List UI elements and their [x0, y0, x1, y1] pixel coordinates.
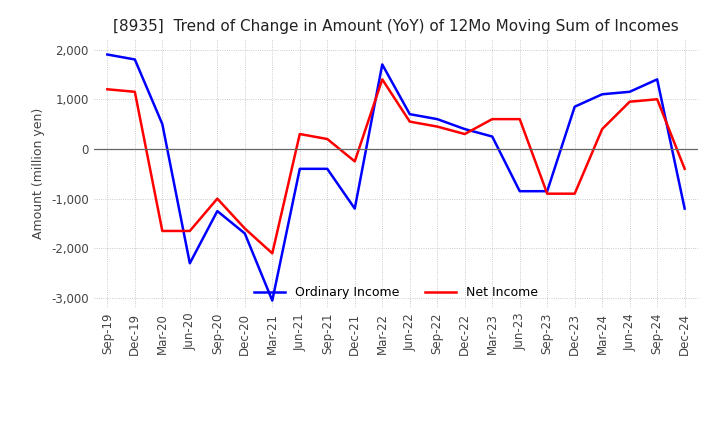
- Net Income: [598, 126, 606, 132]
- Ordinary Income: [570, 104, 579, 109]
- Net Income: [351, 159, 359, 164]
- Title: [8935]  Trend of Change in Amount (YoY) of 12Mo Moving Sum of Incomes: [8935] Trend of Change in Amount (YoY) o…: [113, 19, 679, 34]
- Ordinary Income: [378, 62, 387, 67]
- Ordinary Income: [323, 166, 332, 172]
- Net Income: [626, 99, 634, 104]
- Y-axis label: Amount (million yen): Amount (million yen): [32, 108, 45, 239]
- Ordinary Income: [543, 189, 552, 194]
- Net Income: [295, 132, 304, 137]
- Ordinary Income: [351, 206, 359, 211]
- Ordinary Income: [240, 231, 249, 236]
- Net Income: [405, 119, 414, 124]
- Ordinary Income: [268, 298, 276, 303]
- Ordinary Income: [680, 206, 689, 211]
- Net Income: [103, 87, 112, 92]
- Legend: Ordinary Income, Net Income: Ordinary Income, Net Income: [249, 282, 543, 304]
- Ordinary Income: [213, 209, 222, 214]
- Ordinary Income: [158, 121, 166, 127]
- Ordinary Income: [516, 189, 524, 194]
- Net Income: [158, 228, 166, 234]
- Net Income: [543, 191, 552, 196]
- Ordinary Income: [433, 117, 441, 122]
- Net Income: [516, 117, 524, 122]
- Net Income: [323, 136, 332, 142]
- Net Income: [488, 117, 497, 122]
- Net Income: [130, 89, 139, 95]
- Net Income: [186, 228, 194, 234]
- Ordinary Income: [295, 166, 304, 172]
- Ordinary Income: [186, 260, 194, 266]
- Net Income: [433, 124, 441, 129]
- Ordinary Income: [103, 52, 112, 57]
- Ordinary Income: [653, 77, 662, 82]
- Ordinary Income: [460, 126, 469, 132]
- Net Income: [460, 132, 469, 137]
- Ordinary Income: [405, 111, 414, 117]
- Net Income: [378, 77, 387, 82]
- Net Income: [653, 97, 662, 102]
- Net Income: [268, 251, 276, 256]
- Ordinary Income: [598, 92, 606, 97]
- Net Income: [680, 166, 689, 172]
- Net Income: [213, 196, 222, 201]
- Line: Net Income: Net Income: [107, 79, 685, 253]
- Ordinary Income: [488, 134, 497, 139]
- Net Income: [570, 191, 579, 196]
- Line: Ordinary Income: Ordinary Income: [107, 55, 685, 301]
- Ordinary Income: [130, 57, 139, 62]
- Ordinary Income: [626, 89, 634, 95]
- Net Income: [240, 226, 249, 231]
